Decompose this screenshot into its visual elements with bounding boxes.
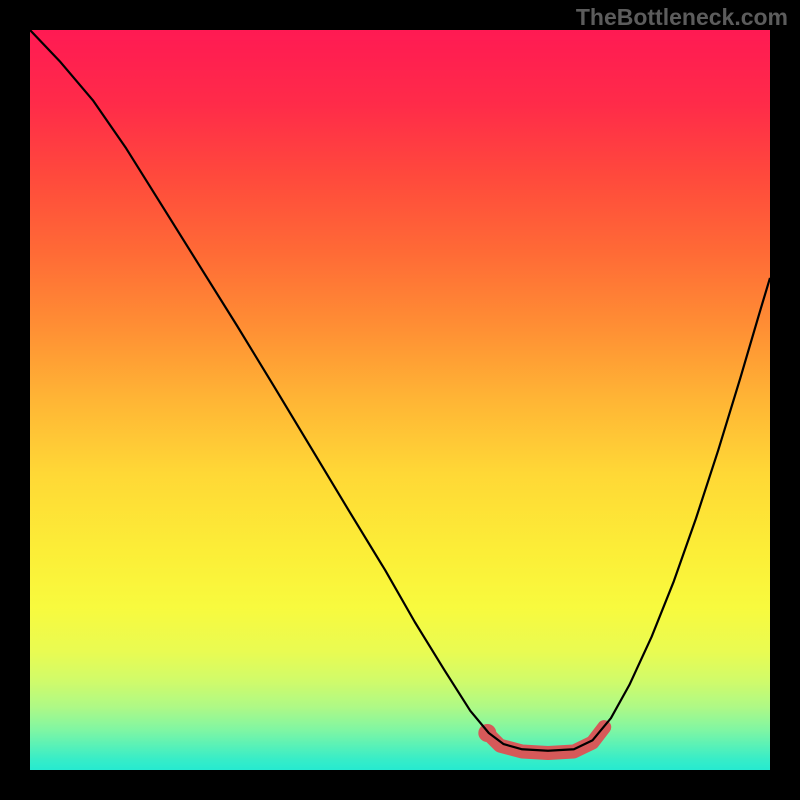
chart-container: TheBottleneck.com bbox=[0, 0, 800, 800]
plot-area bbox=[30, 30, 770, 770]
bottleneck-curve bbox=[30, 30, 770, 751]
watermark-text: TheBottleneck.com bbox=[576, 4, 788, 31]
bottleneck-curve-layer bbox=[30, 30, 770, 770]
optimal-zone-start-dot bbox=[478, 724, 496, 742]
optimal-zone-highlight bbox=[487, 727, 604, 753]
